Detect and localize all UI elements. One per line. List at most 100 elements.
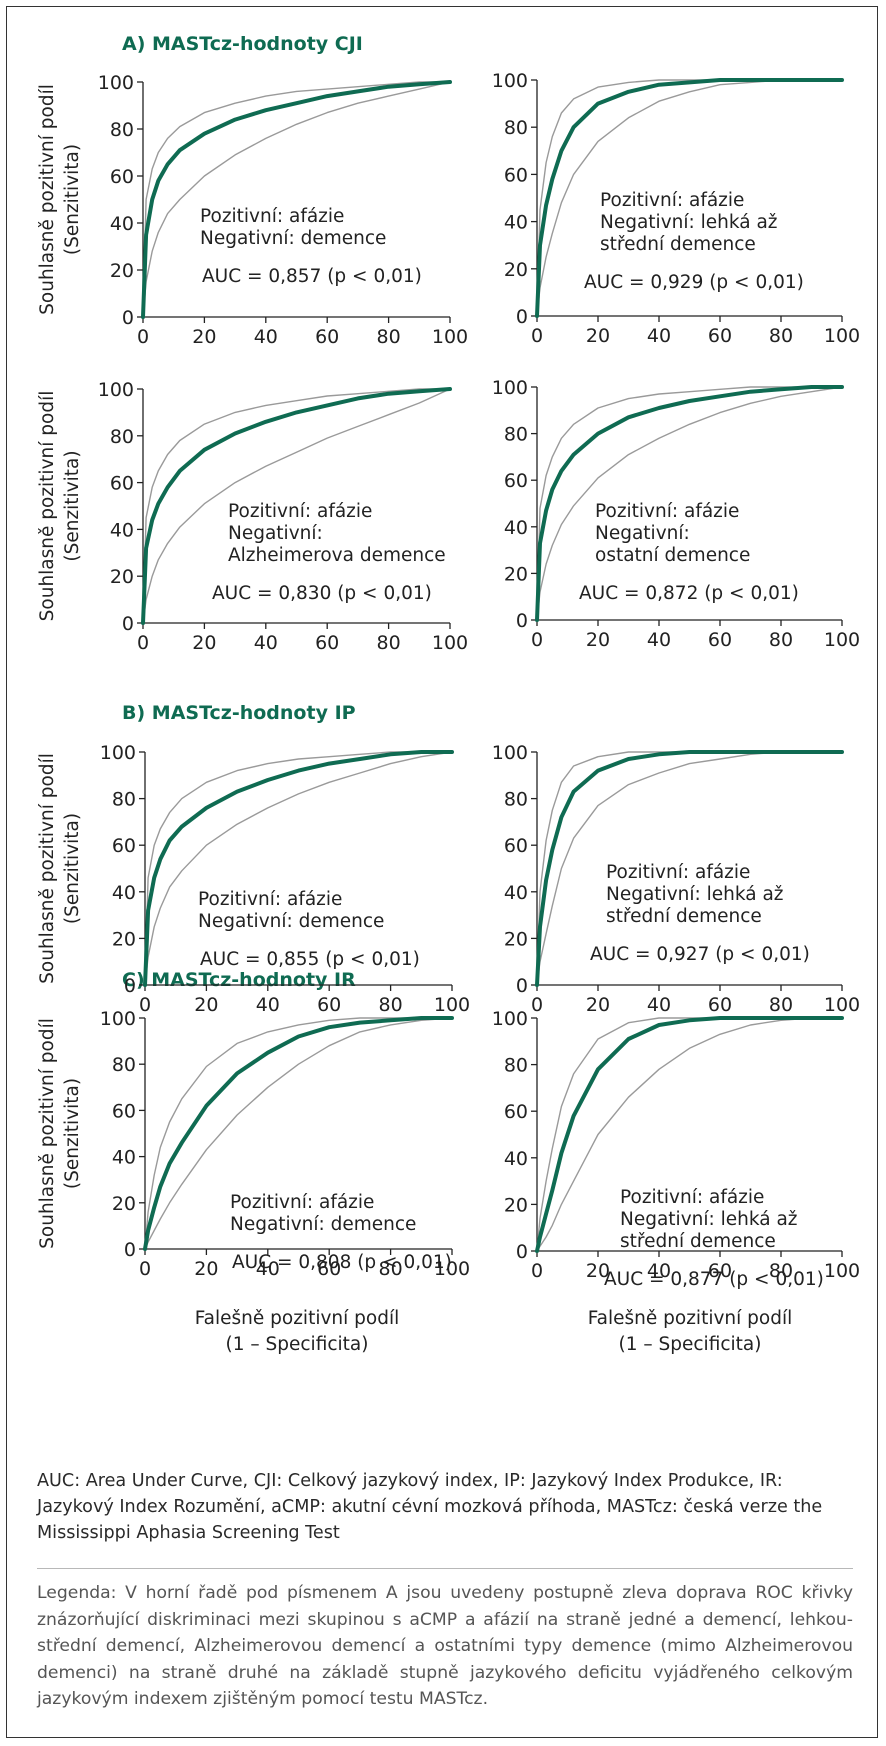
panel-1-x-tick-label: 40 [254,326,278,348]
panel-1-annotation-line1: Pozitivní: afázie [200,206,344,227]
panel-3-roc-curve [141,387,452,625]
panel-1-roc-curve [141,80,452,319]
x-axis-label-left-line1: Falešně pozitivní podíl [195,1308,400,1329]
panel-6-roc-curve [535,750,844,987]
panel-8-ci-lower-curve [536,1017,843,1252]
panel-3-annotation-line1: Pozitivní: afázie [228,501,372,522]
panel-6-x-tick-label: 0 [531,994,543,1016]
panel-6-y-tick-label: 100 [492,742,528,764]
panel-4-y-tick-label: 60 [504,470,528,492]
panel-3-y-tick-label: 80 [110,426,134,448]
panel-5-y-tick-label: 100 [100,742,136,764]
panel-6-x-tick-label: 100 [824,994,860,1016]
panel-4-ci-lower-curve [536,386,843,621]
panel-3-auc-label: AUC = 0,830 (p < 0,01) [212,583,432,604]
panel-4-y-tick-label: 80 [504,424,528,446]
panel-4-x-tick-label: 20 [586,629,610,651]
panel-8-roc-curve [535,1016,844,1253]
panel-7-annotation-line1: Pozitivní: afázie [230,1192,374,1213]
panel-4-auc-label: AUC = 0,872 (p < 0,01) [579,583,799,604]
panel-7-ci-upper-curve [144,1017,453,1250]
panel-7-x-tick-label: 80 [379,1258,403,1280]
panel-1-x-tick-label: 60 [315,326,339,348]
panel-7-x-tick-label: 60 [317,1258,341,1280]
y-axis-label-row3-line2: (Senzitivita) [62,813,83,924]
panel-4-y-tick-label: 20 [504,563,528,585]
panel-7-auc-label: AUC = 0,808 (p < 0,01) [232,1252,452,1273]
panel-8-y-tick-label: 60 [504,1101,528,1123]
panel-3-x-tick-label: 0 [137,632,149,654]
section-title-1: A) MASTcz-hodnoty CJI [122,33,363,55]
panel-8-x-tick-label: 40 [647,1260,671,1282]
panel-1-y-tick-label: 80 [110,119,134,141]
panel-8-x-tick-label: 80 [769,1260,793,1282]
panel-6-annotation-line2: Negativní: lehká až [606,884,784,905]
y-axis-label-row3-line1: Souhlasně pozitivní podíl [37,753,58,984]
panel-1-x-tick-label: 20 [192,326,216,348]
panel-8-y-tick-label: 20 [504,1194,528,1216]
panel-5-annotation-line2: Negativní: demence [198,911,384,932]
panel-2-auc-label: AUC = 0,929 (p < 0,01) [584,272,804,293]
panel-3-x-tick-label: 20 [192,632,216,654]
panel-7-y-tick-label: 0 [124,1239,136,1261]
panel-4-x-tick-label: 80 [769,629,793,651]
panel-1-ci-lower-curve [142,81,451,318]
panel-8-x-tick-label: 60 [708,1260,732,1282]
panel-6-y-tick-label: 40 [504,882,528,904]
panel-1-y-tick-label: 20 [110,260,134,282]
panel-4-x-tick-label: 0 [531,629,543,651]
panel-4-x-tick-label: 60 [708,629,732,651]
panel-8-x-tick-label: 100 [824,1260,860,1282]
panel-5-y-tick-label: 40 [112,882,136,904]
panel-1-y-tick-label: 60 [110,166,134,188]
panel-8-y-tick-label: 100 [492,1008,528,1030]
panel-2-x-tick-label: 20 [586,325,610,347]
panel-7-y-tick-label: 100 [100,1008,136,1030]
panel-2-x-tick-label: 100 [824,325,860,347]
abbreviation-caption: AUC: Area Under Curve, CJI: Celkový jazy… [37,1471,823,1543]
panel-4-annotation-line1: Pozitivní: afázie [595,501,739,522]
panel-3-y-tick-label: 60 [110,473,134,495]
panel-6-y-tick-label: 0 [516,975,528,997]
panel-1-auc-label: AUC = 0,857 (p < 0,01) [202,266,422,287]
panel-7-y-tick-label: 60 [112,1100,136,1122]
panel-6-auc-label: AUC = 0,927 (p < 0,01) [590,944,810,965]
panel-4-annotation-line2: Negativní: [595,523,690,544]
y-axis-label-row1-line2: (Senzitivita) [62,144,83,255]
panel-5-y-tick-label: 0 [124,975,136,997]
x-axis-label-right-line1: Falešně pozitivní podíl [588,1308,793,1329]
panel-1-x-tick-label: 0 [137,326,149,348]
panel-5-x-tick-label: 40 [256,994,280,1016]
panel-4-y-tick-label: 40 [504,517,528,539]
panel-6-annotation-line3: střední demence [606,906,762,927]
panel-5-ci-upper-curve [144,751,453,986]
panel-8-x-tick-label: 0 [531,1260,543,1282]
panel-7-y-tick-label: 20 [112,1193,136,1215]
panel-2-annotation-line2: Negativní: lehká až [600,212,778,233]
panel-1-x-tick-label: 80 [377,326,401,348]
panel-3-y-tick-label: 20 [110,566,134,588]
panel-4-roc-curve [535,385,844,622]
panel-6-annotation-line1: Pozitivní: afázie [606,862,750,883]
y-axis-label-row2-line1: Souhlasně pozitivní podíl [37,391,58,622]
panel-8-annotation-line1: Pozitivní: afázie [620,1187,764,1208]
panel-3-y-tick-label: 0 [122,613,134,635]
panel-2-x-tick-label: 60 [708,325,732,347]
panel-5-auc-label: AUC = 0,855 (p < 0,01) [200,949,420,970]
panel-6-y-tick-label: 20 [504,928,528,950]
panel-3-ci-upper-curve [142,388,451,624]
panel-5-x-tick-label: 60 [317,994,341,1016]
panel-7-y-tick-label: 80 [112,1054,136,1076]
panel-2-roc-curve [535,78,844,318]
panel-2-x-tick-label: 0 [531,325,543,347]
panel-3-ci-lower-curve [142,388,451,624]
panel-4-y-tick-label: 0 [516,610,528,632]
panel-8-annotation-line2: Negativní: lehká až [620,1209,798,1230]
panel-4-x-tick-label: 40 [647,629,671,651]
panel-5-x-tick-label: 20 [194,994,218,1016]
panel-3-x-tick-label: 60 [315,632,339,654]
panel-7-ci-lower-curve [144,1017,453,1250]
panel-6-y-tick-label: 60 [504,835,528,857]
panel-2-y-tick-label: 80 [504,117,528,139]
